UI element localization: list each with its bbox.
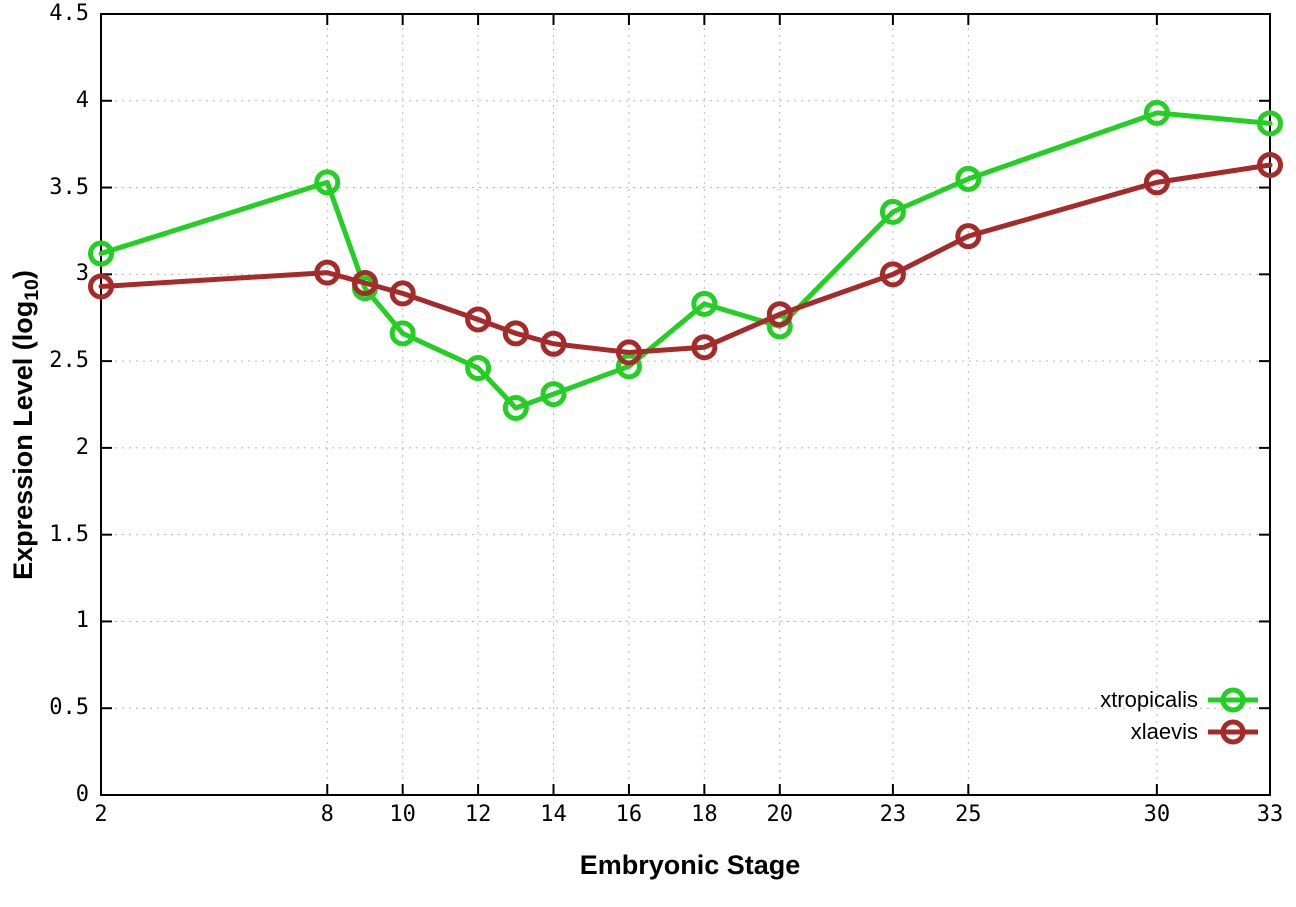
legend-label-xtropicalis: xtropicalis xyxy=(1100,687,1198,712)
x-tick-label: 23 xyxy=(879,802,907,827)
xtropicalis-point xyxy=(314,169,341,196)
y-tick-label: 3 xyxy=(75,261,89,287)
xtropicalis-point xyxy=(389,320,416,347)
xlaevis-point xyxy=(1143,169,1170,196)
legend-label-xlaevis: xlaevis xyxy=(1130,719,1198,744)
legend-marker-xtropicalis xyxy=(1208,687,1258,713)
x-tick-label: 20 xyxy=(766,802,794,827)
x-tick-label: 8 xyxy=(320,802,334,827)
xtropicalis-line xyxy=(98,110,1273,411)
legend-row-xtropicalis: xtropicalis xyxy=(1100,684,1258,716)
xlaevis-point xyxy=(502,320,529,347)
xlaevis-point xyxy=(615,339,642,366)
y-axis-title-close: ) xyxy=(7,270,38,280)
xtropicalis-point xyxy=(1257,110,1283,137)
legend-marker-xlaevis xyxy=(1208,719,1258,745)
y-tick-label: 1.5 xyxy=(49,521,89,547)
xlaevis-point xyxy=(540,330,567,357)
xtropicalis-point xyxy=(502,394,529,421)
x-tick-label: 33 xyxy=(1256,802,1284,827)
x-tick-label: 12 xyxy=(464,802,492,827)
y-tick-label: 2.5 xyxy=(49,348,89,374)
xlaevis-point xyxy=(1257,151,1283,178)
y-axis-title-text: Expression Level (log xyxy=(7,300,38,580)
x-axis-title: Embryonic Stage xyxy=(579,850,801,880)
xtropicalis-point xyxy=(540,381,567,408)
xlaevis-point xyxy=(691,334,718,361)
x-tick-label: 10 xyxy=(389,802,416,827)
legend-row-xlaevis: xlaevis xyxy=(1100,716,1258,748)
xtropicalis-point xyxy=(955,165,982,192)
xlaevis-point xyxy=(88,273,114,300)
x-tick-label: 16 xyxy=(615,802,643,827)
xlaevis-point xyxy=(879,261,906,288)
y-tick-label: 4.5 xyxy=(49,1,89,26)
legend: xtropicalis xlaevis xyxy=(1100,684,1258,748)
y-tick-label: 1 xyxy=(75,608,89,634)
plot-border xyxy=(100,13,1271,796)
xtropicalis-point xyxy=(1143,99,1170,126)
xlaevis-point xyxy=(314,259,341,286)
xtropicalis-point xyxy=(615,353,642,380)
x-tick-label: 14 xyxy=(540,802,567,827)
y-tick-label: 0 xyxy=(75,782,89,807)
xlaevis-point xyxy=(351,270,378,297)
legend-circle-xtropicalis xyxy=(1220,687,1246,713)
xlaevis-point xyxy=(766,301,793,328)
x-tick-label: 30 xyxy=(1143,802,1171,827)
y-axis-title-subscript: 10 xyxy=(21,279,44,301)
y-axis-title: Expression Level (log10) xyxy=(8,270,44,580)
y-tick-label: 4 xyxy=(75,87,89,113)
y-tick-label: 0.5 xyxy=(49,695,89,721)
xlaevis-point xyxy=(465,306,492,333)
x-tick-label: 25 xyxy=(955,802,982,827)
xtropicalis-point xyxy=(88,240,114,267)
x-tick-label: 18 xyxy=(691,802,718,827)
legend-circle-xlaevis xyxy=(1220,719,1246,745)
xlaevis-point xyxy=(389,280,416,307)
xtropicalis-point xyxy=(691,290,718,317)
y-tick-label: 2 xyxy=(75,434,89,460)
y-tick-label: 3.5 xyxy=(49,174,89,200)
xtropicalis-point xyxy=(465,355,492,382)
x-tick-label: 2 xyxy=(94,802,108,827)
xlaevis-point xyxy=(955,223,982,250)
xlaevis-line xyxy=(98,162,1273,355)
xtropicalis-point xyxy=(879,198,906,225)
